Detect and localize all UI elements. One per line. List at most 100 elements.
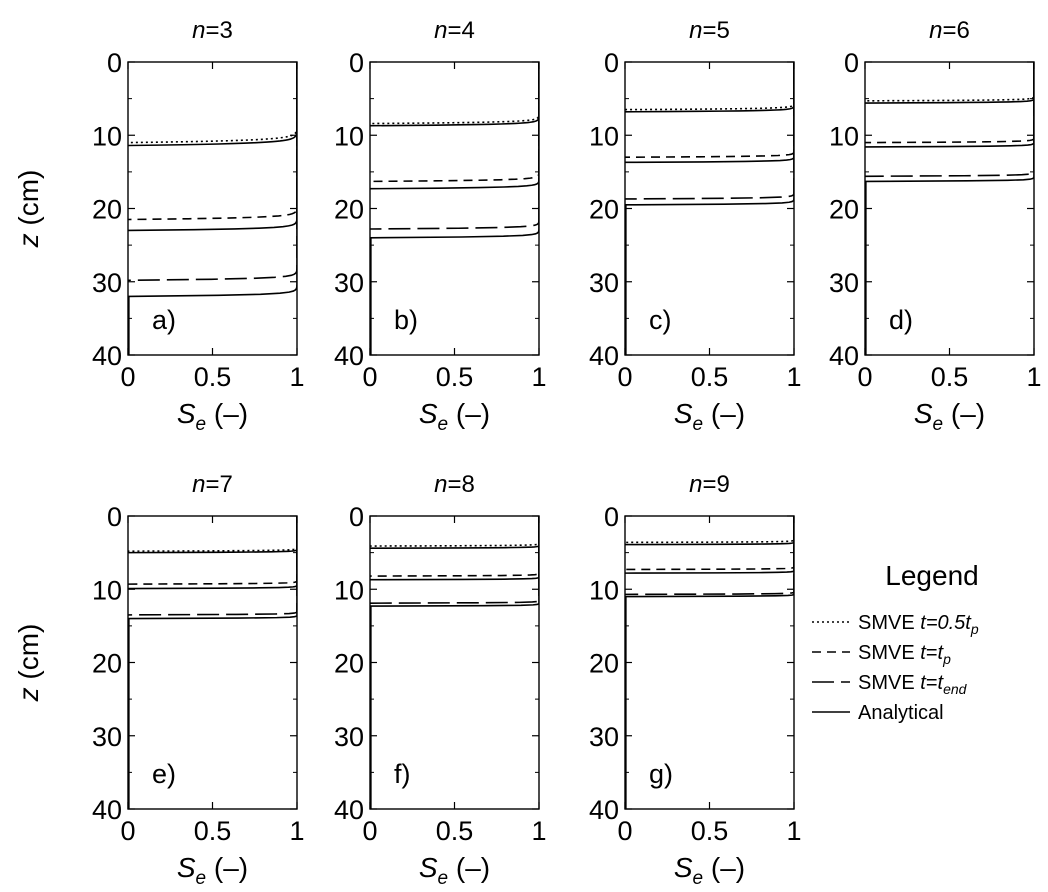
y-tick-label: 30	[92, 722, 122, 752]
y-tick-label: 0	[107, 502, 122, 532]
series-ana-line	[865, 62, 1034, 148]
series-send-line	[128, 516, 297, 616]
series-ana-line	[128, 62, 297, 232]
series-ana-line	[128, 62, 297, 147]
legend-label: SMVE t=0.5tp	[858, 612, 979, 637]
series-stp-line	[625, 516, 794, 571]
panel-letter: g)	[649, 759, 673, 789]
series-s05-line	[625, 62, 794, 111]
legend-entry-ana: Analytical	[812, 702, 944, 724]
y-tick-label: 0	[604, 48, 619, 78]
series-ana-line	[625, 62, 794, 206]
panel-letter: c)	[649, 305, 672, 335]
x-tick-label: 1	[1026, 362, 1041, 392]
y-tick-label: 40	[92, 795, 122, 825]
panel-title: n=8	[434, 471, 475, 498]
x-tick-label: 1	[786, 362, 801, 392]
x-tick-label: 0.5	[194, 362, 232, 392]
y-tick-label: 40	[334, 795, 364, 825]
series-ana-line	[370, 516, 539, 607]
y-tick-label: 20	[92, 195, 122, 225]
y-tick-label: 0	[107, 48, 122, 78]
x-axis-label: Se (–)	[914, 398, 985, 435]
panel-title: n=6	[929, 17, 970, 44]
panel-letter: a)	[152, 305, 176, 335]
panel-letter: e)	[152, 759, 176, 789]
y-tick-label: 10	[589, 121, 619, 151]
series-send-line	[865, 62, 1034, 178]
series-send-line	[625, 62, 794, 200]
y-tick-label: 30	[829, 268, 859, 298]
panel-title: n=9	[689, 471, 730, 498]
x-tick-label: 0	[362, 362, 377, 392]
legend-entries: SMVE t=0.5tp SMVE t=tp SMVE t=tend Analytic…	[812, 612, 979, 724]
x-tick-label: 0	[120, 362, 135, 392]
y-tick-label: 0	[844, 48, 859, 78]
series-ana-line	[865, 62, 1034, 183]
y-tick-label: 10	[334, 121, 364, 151]
panel-title: n=4	[434, 17, 475, 44]
x-tick-label: 0.5	[436, 362, 474, 392]
y-tick-label: 20	[334, 649, 364, 679]
y-tick-label: 20	[92, 649, 122, 679]
series-ana-line	[625, 62, 794, 113]
y-tick-label: 30	[334, 722, 364, 752]
x-axis-label: Se (–)	[674, 398, 745, 435]
series-ana-line	[128, 62, 297, 298]
y-tick-label: 30	[589, 268, 619, 298]
legend-label: SMVE t=tend	[858, 672, 968, 697]
series-s05-line	[370, 62, 539, 125]
series-s05-line	[128, 62, 297, 144]
legend-entry-send: SMVE t=tend	[812, 672, 968, 697]
x-tick-label: 0	[362, 816, 377, 846]
y-tick-label: 40	[589, 341, 619, 371]
x-tick-label: 1	[531, 816, 546, 846]
x-tick-label: 0.5	[194, 816, 232, 846]
y-tick-label: 20	[829, 195, 859, 225]
x-axis-label: Se (–)	[419, 398, 490, 435]
y-tick-label: 10	[92, 121, 122, 151]
y-tick-label: 40	[589, 795, 619, 825]
series-send-line	[370, 62, 539, 230]
y-tick-label: 10	[334, 575, 364, 605]
y-tick-label: 0	[349, 502, 364, 532]
panel-title: n=3	[192, 17, 233, 44]
y-axis-label: z (cm)	[13, 170, 44, 249]
y-tick-label: 30	[589, 722, 619, 752]
y-tick-label: 10	[589, 575, 619, 605]
x-tick-label: 0.5	[931, 362, 969, 392]
series-send-line	[625, 516, 794, 596]
y-tick-label: 40	[92, 341, 122, 371]
panel-letter: d)	[889, 305, 913, 335]
x-tick-label: 0	[857, 362, 872, 392]
y-tick-label: 40	[829, 341, 859, 371]
x-tick-label: 0	[617, 362, 632, 392]
y-tick-label: 0	[604, 502, 619, 532]
series-ana-line	[370, 62, 539, 127]
panel-title: n=7	[192, 471, 233, 498]
panel-letter: b)	[394, 305, 418, 335]
panel-letter: f)	[394, 759, 411, 789]
legend: Legend SMVE t=0.5tp SMVE t=tp SMVE t=tend A…	[812, 560, 979, 724]
y-tick-label: 10	[829, 121, 859, 151]
y-tick-label: 20	[589, 195, 619, 225]
x-tick-label: 1	[289, 362, 304, 392]
x-tick-label: 1	[289, 816, 304, 846]
x-tick-label: 0	[617, 816, 632, 846]
x-tick-label: 0.5	[691, 816, 729, 846]
series-ana-line	[625, 516, 794, 598]
panel-title: n=5	[689, 17, 730, 44]
x-tick-label: 0.5	[691, 362, 729, 392]
y-axis-label: z (cm)	[13, 624, 44, 703]
x-tick-label: 1	[531, 362, 546, 392]
series-send-line	[370, 516, 539, 604]
legend-title: Legend	[885, 560, 978, 591]
series-ana-line	[128, 516, 297, 620]
y-tick-label: 20	[334, 195, 364, 225]
legend-label: SMVE t=tp	[858, 642, 951, 667]
